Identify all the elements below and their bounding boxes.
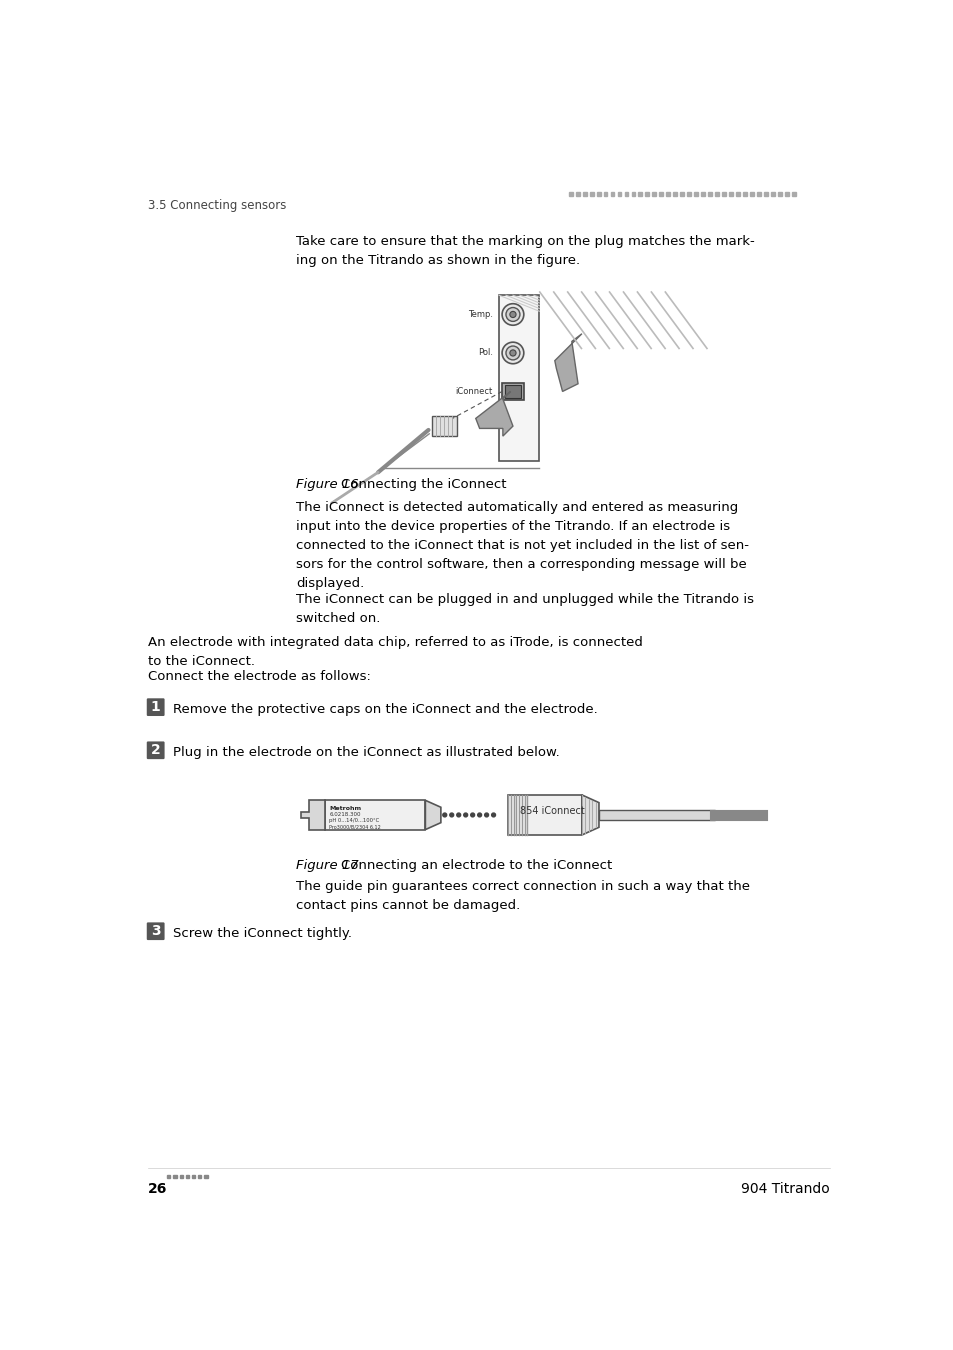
Bar bbox=[324, 801, 425, 830]
Bar bbox=[791, 192, 795, 196]
Text: 6.0218.300: 6.0218.300 bbox=[329, 811, 360, 817]
Text: Take care to ensure that the marking on the plug matches the mark-
ing on the Ti: Take care to ensure that the marking on … bbox=[295, 235, 754, 267]
Circle shape bbox=[463, 813, 467, 817]
Bar bbox=[770, 192, 774, 196]
Bar bbox=[508, 795, 581, 836]
Bar bbox=[598, 810, 715, 821]
Text: Figure 17: Figure 17 bbox=[295, 859, 358, 872]
Bar bbox=[686, 192, 691, 196]
Bar bbox=[700, 192, 704, 196]
Text: Connecting an electrode to the iConnect: Connecting an electrode to the iConnect bbox=[340, 859, 612, 872]
Bar bbox=[645, 192, 649, 196]
Text: Plug in the electrode on the iConnect as illustrated below.: Plug in the electrode on the iConnect as… bbox=[172, 745, 558, 759]
Circle shape bbox=[505, 346, 519, 360]
Bar bbox=[501, 383, 523, 400]
Text: 3: 3 bbox=[151, 925, 160, 938]
Text: Pro3000/B/2304 6.12: Pro3000/B/2304 6.12 bbox=[329, 825, 380, 829]
Bar bbox=[186, 1174, 189, 1177]
Bar bbox=[721, 192, 725, 196]
Text: Figure 16: Figure 16 bbox=[295, 478, 358, 490]
Bar bbox=[198, 1174, 201, 1177]
Bar bbox=[673, 192, 677, 196]
Circle shape bbox=[470, 813, 474, 817]
Circle shape bbox=[501, 304, 523, 325]
Bar bbox=[610, 192, 614, 196]
Bar bbox=[173, 1174, 176, 1177]
Text: Temp.: Temp. bbox=[467, 310, 493, 319]
Bar bbox=[763, 192, 767, 196]
Bar bbox=[784, 192, 788, 196]
Polygon shape bbox=[498, 296, 538, 460]
Circle shape bbox=[509, 312, 516, 317]
FancyBboxPatch shape bbox=[147, 741, 165, 759]
Bar bbox=[694, 192, 698, 196]
Text: Connect the electrode as follows:: Connect the electrode as follows: bbox=[148, 670, 371, 683]
Circle shape bbox=[477, 813, 481, 817]
Bar bbox=[749, 192, 753, 196]
Bar bbox=[505, 385, 520, 398]
Bar bbox=[757, 192, 760, 196]
Bar bbox=[603, 192, 607, 196]
Polygon shape bbox=[301, 801, 324, 830]
Text: iConnect: iConnect bbox=[456, 387, 493, 396]
Circle shape bbox=[509, 350, 516, 356]
Text: Pol.: Pol. bbox=[477, 348, 493, 358]
Bar bbox=[192, 1174, 195, 1177]
Bar bbox=[568, 192, 572, 196]
Bar bbox=[707, 192, 711, 196]
Bar bbox=[666, 192, 670, 196]
Polygon shape bbox=[581, 795, 598, 836]
Text: 26: 26 bbox=[148, 1183, 167, 1196]
Text: 1: 1 bbox=[151, 701, 160, 714]
Text: Screw the iConnect tightly.: Screw the iConnect tightly. bbox=[172, 926, 352, 940]
Polygon shape bbox=[476, 392, 513, 436]
Bar bbox=[736, 192, 740, 196]
Bar bbox=[624, 192, 628, 196]
Text: An electrode with integrated data chip, referred to as iTrode, is connected
to t: An electrode with integrated data chip, … bbox=[148, 636, 642, 667]
Bar bbox=[728, 192, 732, 196]
Text: 854 iConnect: 854 iConnect bbox=[520, 806, 584, 817]
Bar bbox=[659, 192, 662, 196]
Text: The iConnect can be plugged in and unplugged while the Titrando is
switched on.: The iConnect can be plugged in and unplu… bbox=[295, 593, 753, 625]
Bar bbox=[582, 192, 586, 196]
Bar bbox=[638, 192, 641, 196]
Bar bbox=[589, 192, 593, 196]
Bar bbox=[596, 192, 599, 196]
Bar bbox=[167, 1174, 171, 1177]
Polygon shape bbox=[555, 333, 581, 391]
Text: 2: 2 bbox=[151, 744, 160, 757]
Bar bbox=[617, 192, 620, 196]
Bar bbox=[715, 192, 719, 196]
Circle shape bbox=[456, 813, 460, 817]
Text: The guide pin guarantees correct connection in such a way that the
contact pins : The guide pin guarantees correct connect… bbox=[295, 880, 749, 913]
Bar bbox=[575, 192, 579, 196]
Bar bbox=[631, 192, 635, 196]
Bar bbox=[652, 192, 656, 196]
Polygon shape bbox=[432, 416, 456, 436]
Circle shape bbox=[484, 813, 488, 817]
Circle shape bbox=[442, 813, 446, 817]
Bar bbox=[204, 1174, 208, 1177]
Circle shape bbox=[501, 342, 523, 363]
FancyBboxPatch shape bbox=[147, 922, 165, 940]
Text: pH 0...14/0...100°C: pH 0...14/0...100°C bbox=[329, 818, 379, 824]
Text: 904 Titrando: 904 Titrando bbox=[740, 1183, 829, 1196]
Circle shape bbox=[449, 813, 454, 817]
FancyBboxPatch shape bbox=[147, 698, 165, 716]
Text: Connecting the iConnect: Connecting the iConnect bbox=[340, 478, 506, 490]
Bar bbox=[679, 192, 683, 196]
Polygon shape bbox=[425, 801, 440, 830]
Circle shape bbox=[505, 308, 519, 321]
Bar bbox=[742, 192, 746, 196]
Text: Metrohm: Metrohm bbox=[329, 806, 361, 811]
Text: The iConnect is detected automatically and entered as measuring
input into the d: The iConnect is detected automatically a… bbox=[295, 501, 748, 590]
Bar bbox=[179, 1174, 183, 1177]
Text: 3.5 Connecting sensors: 3.5 Connecting sensors bbox=[148, 198, 286, 212]
Bar bbox=[778, 192, 781, 196]
Text: Remove the protective caps on the iConnect and the electrode.: Remove the protective caps on the iConne… bbox=[172, 702, 597, 716]
Circle shape bbox=[491, 813, 495, 817]
